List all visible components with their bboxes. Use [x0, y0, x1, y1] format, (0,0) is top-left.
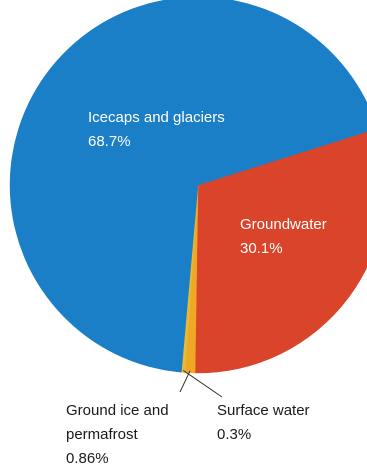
category-label: Groundwater: [240, 216, 327, 233]
pie-slices: [9, 0, 367, 374]
leader-line-ground-ice-and-permafrost: [179, 370, 191, 393]
value-label: 0.86%: [66, 450, 109, 467]
value-label: 0.3%: [217, 426, 251, 443]
leader-line-surface-water: [182, 370, 223, 398]
slice-groundwater: [194, 131, 367, 374]
label-groundwater: Groundwater 30.1%: [240, 216, 327, 257]
label-icecaps-and-glaciers: Icecaps and glaciers 68.7%: [88, 109, 225, 150]
slice-icecaps-and-glaciers: [9, 0, 367, 373]
label-surface-water: Surface water 0.3%: [217, 402, 310, 443]
category-label: permafrost: [66, 426, 139, 443]
value-label: 30.1%: [240, 240, 283, 257]
label-ground-ice-and-permafrost: Ground ice and permafrost 0.86%: [66, 402, 169, 467]
category-label: Icecaps and glaciers: [88, 109, 225, 126]
value-label: 68.7%: [88, 133, 131, 150]
leader-lines: [179, 370, 223, 398]
category-label: Ground ice and: [66, 402, 169, 419]
slice-labels: Icecaps and glaciers 68.7% Groundwater 30.1…: [66, 109, 327, 467]
category-label: Surface water: [217, 402, 310, 419]
